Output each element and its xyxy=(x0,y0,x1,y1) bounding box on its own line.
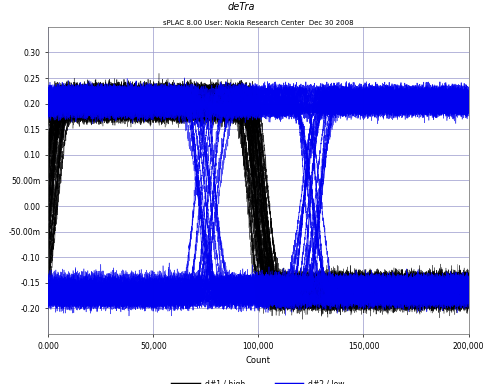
Text: deTra: deTra xyxy=(228,2,255,12)
X-axis label: Count: Count xyxy=(246,356,271,365)
Legend: d#1 / high, d#2 / low: d#1 / high, d#2 / low xyxy=(169,377,348,384)
Title: sPLAC 8.00 User: Nokia Research Center  Dec 30 2008: sPLAC 8.00 User: Nokia Research Center D… xyxy=(163,20,354,26)
